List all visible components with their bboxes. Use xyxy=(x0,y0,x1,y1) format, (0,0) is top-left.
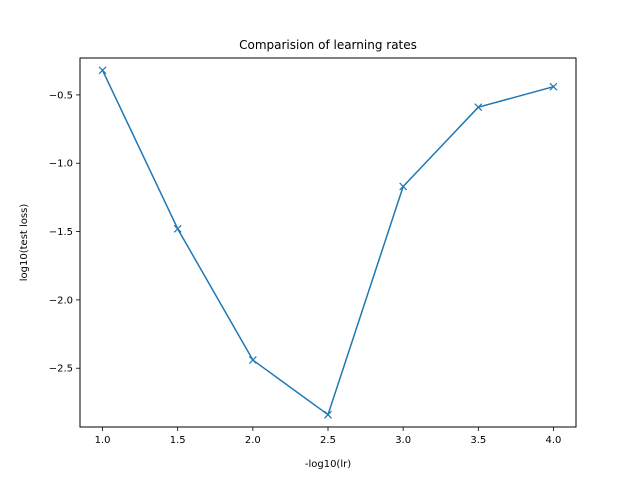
y-axis-label: log10(test loss) xyxy=(19,204,30,282)
data-point-marker xyxy=(173,224,182,233)
axes-frame xyxy=(79,57,577,428)
x-tick-label: 3.0 xyxy=(395,435,411,446)
data-point-marker xyxy=(549,82,558,91)
x-tick-label: 3.5 xyxy=(470,435,486,446)
data-point-marker xyxy=(324,410,332,419)
data-point-marker xyxy=(248,356,257,364)
chart-title: Comparision of learning rates xyxy=(239,38,417,52)
y-tick-label: −2.5 xyxy=(49,364,73,375)
x-tick-label: 1.5 xyxy=(170,435,186,446)
x-tick-label: 2.0 xyxy=(245,435,261,446)
x-tick-label: 2.5 xyxy=(320,435,336,446)
data-point-marker xyxy=(399,182,408,191)
x-axis-label: -log10(lr) xyxy=(305,459,351,470)
plot-area xyxy=(98,66,558,419)
y-tick-label: −2.0 xyxy=(49,295,73,306)
y-axis-ticks: −2.5 −2.0 −1.5 −1.0 −0.5 xyxy=(49,90,80,375)
data-point-marker xyxy=(474,103,483,112)
x-tick-label: 1.0 xyxy=(95,435,111,446)
y-tick-label: −0.5 xyxy=(49,90,73,101)
x-tick-label: 4.0 xyxy=(546,435,562,446)
data-point-marker xyxy=(98,66,107,75)
y-tick-label: −1.5 xyxy=(49,227,73,238)
x-axis-ticks: 1.0 1.5 2.0 2.5 3.0 3.5 4.0 xyxy=(95,427,562,446)
y-tick-label: −1.0 xyxy=(49,159,73,170)
